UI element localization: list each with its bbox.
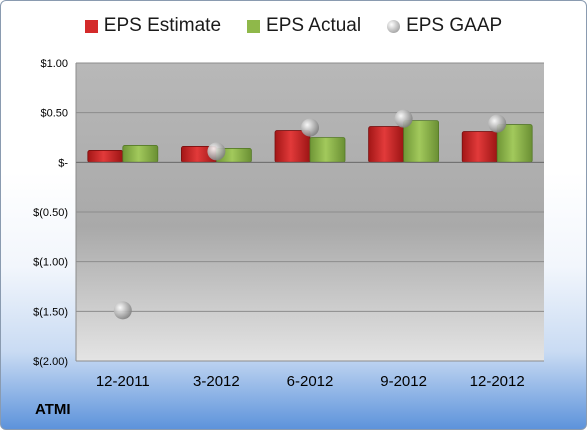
legend-swatch-estimate <box>84 19 98 33</box>
actual-bar <box>403 120 440 163</box>
legend: EPS Estimate EPS Actual EPS GAAP <box>1 15 586 37</box>
legend-label-gaap: EPS GAAP <box>406 15 503 36</box>
y-axis-ticks: $1.00 $0.50 $- $(0.50) $(1.00) $(1.50) $(2.00) <box>33 58 68 368</box>
legend-item-gaap: EPS GAAP <box>387 15 502 37</box>
gaap-markers <box>113 109 507 320</box>
gridlines <box>75 62 544 362</box>
legend-label-estimate: EPS Estimate <box>103 15 222 36</box>
gaap-marker <box>207 142 226 161</box>
y-tick-label: $1.00 <box>40 58 68 70</box>
y-tick-label: $(1.00) <box>33 257 68 269</box>
legend-swatch-actual <box>247 19 261 33</box>
actual-bar <box>122 145 159 163</box>
y-tick-label: $(0.50) <box>33 207 68 219</box>
x-tick-label: 6-2012 <box>287 373 334 390</box>
y-tick-label: $0.50 <box>40 108 68 120</box>
y-tick-label: $(2.00) <box>33 356 68 368</box>
estimate-bar <box>87 150 124 163</box>
gaap-marker <box>488 114 507 133</box>
estimate-bar <box>461 131 498 163</box>
x-axis-ticks: 12-2011 3-2012 6-2012 9-2012 12-2012 <box>96 373 525 390</box>
legend-item-estimate: EPS Estimate <box>84 15 222 37</box>
x-tick-label: 3-2012 <box>193 373 240 390</box>
gaap-marker <box>394 109 413 128</box>
y-tick-label: $(1.50) <box>33 306 68 318</box>
x-tick-label: 9-2012 <box>380 373 427 390</box>
legend-item-actual: EPS Actual <box>247 15 361 37</box>
estimate-bar <box>274 130 311 163</box>
estimate-bar <box>368 126 405 163</box>
legend-label-actual: EPS Actual <box>266 15 362 36</box>
actual-bar <box>309 137 346 163</box>
legend-swatch-gaap <box>387 19 401 33</box>
x-tick-label: 12-2011 <box>96 373 150 390</box>
gaap-marker <box>301 118 319 137</box>
x-tick-label: 12-2012 <box>470 373 525 390</box>
ticker-label: ATMI <box>35 401 71 418</box>
gaap-marker <box>113 301 132 320</box>
y-tick-label: $- <box>58 157 68 169</box>
